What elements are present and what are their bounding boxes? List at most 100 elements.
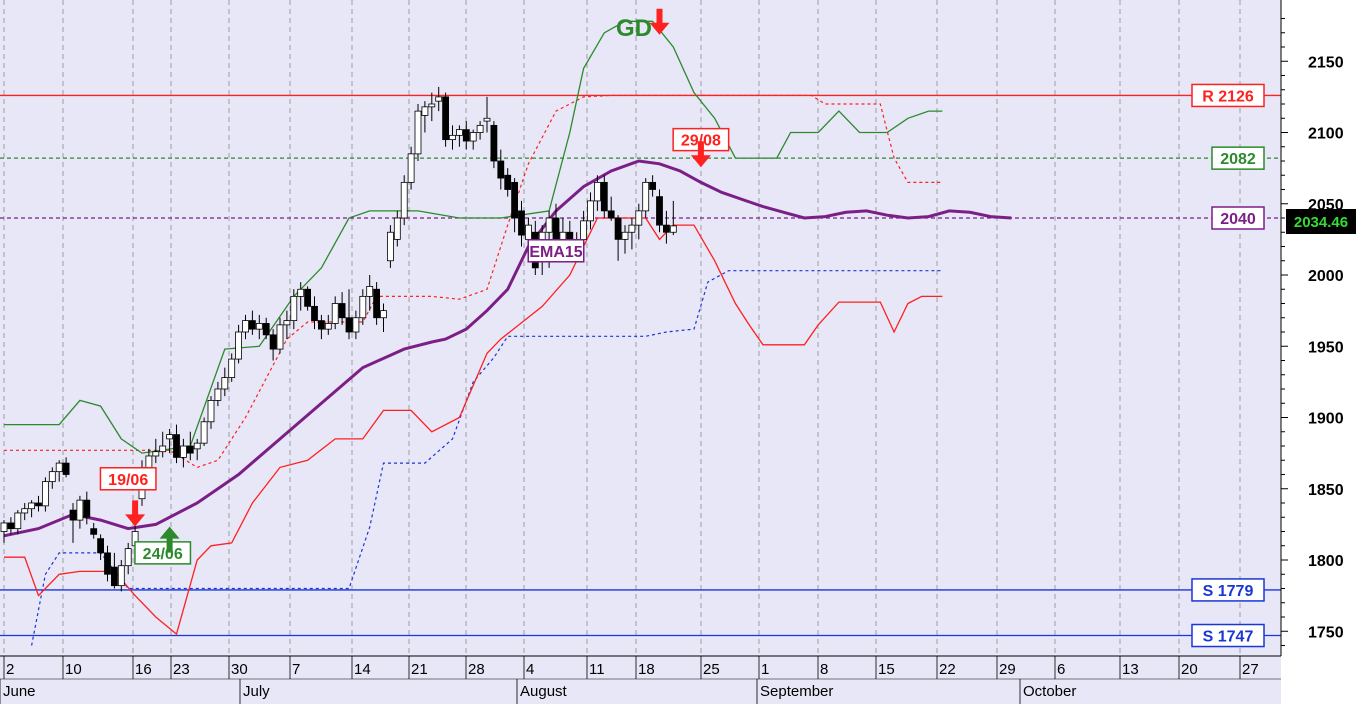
lower-band-line (4, 217, 943, 636)
signal-arrow-down-3 (690, 141, 711, 168)
candle-body-47 (324, 323, 332, 330)
y-tick-label-3: 1900 (1308, 411, 1344, 428)
candle-body-36 (248, 320, 256, 330)
candle-body-71 (490, 124, 498, 162)
x-tick-label-15: 15 (878, 661, 895, 678)
annotation-1: 24/06 (143, 546, 183, 563)
candle-body-93 (642, 181, 650, 212)
level-label-box-4 (1191, 623, 1265, 648)
candle-body-90 (621, 231, 629, 240)
y-tick-label-7: 2100 (1308, 126, 1344, 143)
candle-body-21 (145, 455, 153, 468)
level-label-box-0 (1191, 83, 1265, 108)
annotation-box-3 (527, 239, 585, 263)
candle-body-87 (600, 181, 608, 212)
y-tick-label-8: 2150 (1308, 54, 1344, 71)
level-label-3: S 1779 (1203, 583, 1254, 600)
x-tick-label-4: 30 (231, 661, 248, 678)
x-tick-label-16: 22 (939, 661, 956, 678)
candle-body-39 (269, 334, 277, 350)
x-tick-label-1: 10 (65, 661, 82, 678)
candle-body-88 (607, 210, 615, 219)
month-label-0: June (3, 683, 36, 700)
candle-body-34 (235, 331, 243, 360)
candle-body-16 (111, 566, 118, 587)
candle-body-91 (628, 224, 636, 233)
candle-body-35 (242, 320, 249, 333)
candle-body-60 (414, 110, 422, 155)
candle-body-28 (193, 442, 201, 450)
candle-body-8 (55, 462, 63, 473)
candle-body-70 (483, 117, 491, 122)
candle-body-59 (407, 153, 415, 183)
candle-body-1 (7, 522, 15, 530)
candle-body-79 (545, 217, 553, 233)
candle-body-81 (559, 231, 567, 240)
candle-body-50 (345, 317, 353, 333)
candle-body-61 (421, 106, 429, 116)
candle-body-7 (48, 471, 56, 483)
candle-body-0 (0, 522, 8, 532)
candle-body-55 (380, 310, 387, 319)
y-axis-background (1281, 0, 1358, 656)
x-tick-label-19: 13 (1122, 661, 1139, 678)
annotation-0: 19/06 (108, 472, 148, 489)
candle-body-23 (159, 445, 167, 453)
signal-arrow-up-1 (159, 526, 180, 553)
candle-body-2 (14, 512, 22, 530)
level-label-4: S 1747 (1203, 629, 1254, 646)
signal-arrow-down-2 (649, 8, 670, 35)
candle-body-62 (428, 103, 436, 108)
x-tick-label-2: 16 (135, 661, 152, 678)
x-tick-label-11: 18 (638, 661, 655, 678)
x-tick-label-6: 14 (354, 661, 371, 678)
candle-body-10 (69, 509, 77, 521)
x-tick-label-10: 11 (589, 661, 605, 678)
signal-arrow-down-0 (125, 500, 146, 527)
candle-body-6 (42, 481, 49, 507)
candle-body-37 (255, 323, 263, 330)
candle-body-13 (90, 528, 98, 535)
candle-body-17 (117, 565, 125, 587)
candle-body-40 (276, 324, 284, 350)
y-tick-label-4: 1950 (1308, 339, 1344, 356)
candle-body-76 (525, 224, 532, 240)
x-tick-label-3: 23 (173, 661, 190, 678)
candle-body-48 (331, 303, 339, 324)
candle-body-12 (83, 499, 91, 518)
candle-body-43 (297, 288, 305, 297)
candle-body-31 (214, 388, 222, 401)
candle-body-42 (290, 295, 298, 322)
candle-body-66 (455, 129, 463, 136)
candle-body-41 (283, 320, 291, 326)
level-label-box-3 (1191, 578, 1265, 602)
candle-body-29 (200, 421, 208, 444)
annotation-box-1 (134, 541, 192, 565)
resistance-dashed-line (4, 94, 943, 469)
candle-body-58 (400, 181, 408, 219)
candle-body-94 (649, 181, 656, 190)
candle-body-73 (504, 174, 512, 190)
candle-body-14 (97, 538, 104, 554)
level-label-1: 2082 (1220, 151, 1256, 168)
candle-body-3 (21, 508, 29, 514)
x-axis-background (0, 656, 1281, 704)
horizontal-levels: R 2126 2082 2040 S 1779 S 1747 (0, 83, 1281, 648)
candle-body-84 (580, 220, 587, 240)
candle-body-96 (663, 224, 670, 233)
candle-body-22 (152, 451, 160, 457)
x-tick-label-21: 27 (1242, 661, 1259, 678)
candle-body-46 (317, 320, 325, 330)
y-tick-label-2: 1850 (1308, 482, 1344, 499)
candle-body-33 (228, 358, 236, 379)
last-price-box: 2034.46 (1286, 209, 1356, 234)
candle-body-64 (442, 96, 450, 141)
annotation-3: EMA15 (529, 244, 582, 261)
candle-body-56 (386, 231, 394, 262)
x-tick-label-0: 2 (6, 661, 14, 678)
candle-body-72 (497, 160, 505, 179)
candle-body-75 (518, 210, 525, 236)
candle-body-85 (587, 200, 594, 222)
